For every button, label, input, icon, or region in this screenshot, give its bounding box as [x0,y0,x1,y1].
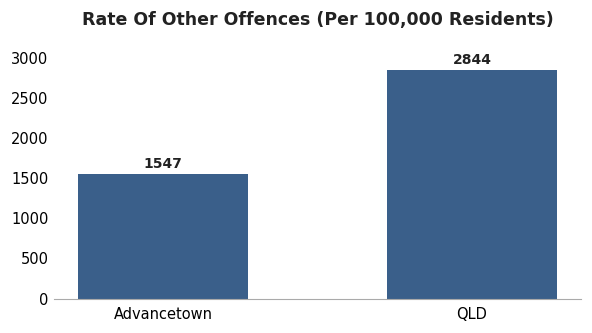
Text: 1547: 1547 [144,157,182,171]
Title: Rate Of Other Offences (Per 100,000 Residents): Rate Of Other Offences (Per 100,000 Resi… [82,11,554,29]
Bar [78,174,248,299]
Text: 2844: 2844 [452,53,491,67]
Bar [387,70,557,299]
